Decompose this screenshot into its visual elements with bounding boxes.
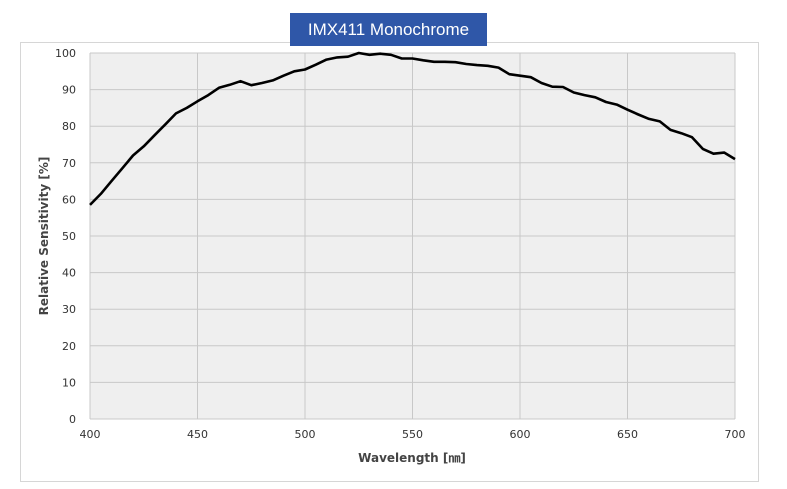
y-tick-label: 90 [62,84,76,97]
grid-lines [89,52,736,420]
chart-title: IMX411 Monochrome [290,13,487,46]
series-line [89,51,736,206]
x-tick-label: 500 [295,428,316,441]
y-tick-label: 10 [62,376,76,389]
x-tick-label: 650 [617,428,638,441]
y-tick-labels: 0 10 20 30 40 50 60 70 80 90 100 [55,47,76,426]
x-tick-label: 400 [80,428,101,441]
x-tick-label: 450 [187,428,208,441]
y-tick-label: 40 [62,267,76,280]
y-tick-label: 70 [62,157,76,170]
x-axis-title: Wavelength [㎚] [358,451,466,465]
x-tick-label: 700 [725,428,746,441]
y-tick-label: 30 [62,303,76,316]
y-tick-label: 50 [62,230,76,243]
y-tick-label: 60 [62,193,76,206]
y-tick-label: 20 [62,340,76,353]
y-axis-title: Relative Sensitivity [%] [37,157,51,316]
x-tick-label: 550 [402,428,423,441]
x-tick-labels: 400 450 500 550 600 650 700 [80,428,746,441]
y-tick-label: 80 [62,120,76,133]
y-tick-label: 0 [69,413,76,426]
x-tick-label: 600 [510,428,531,441]
y-tick-label: 100 [55,47,76,60]
